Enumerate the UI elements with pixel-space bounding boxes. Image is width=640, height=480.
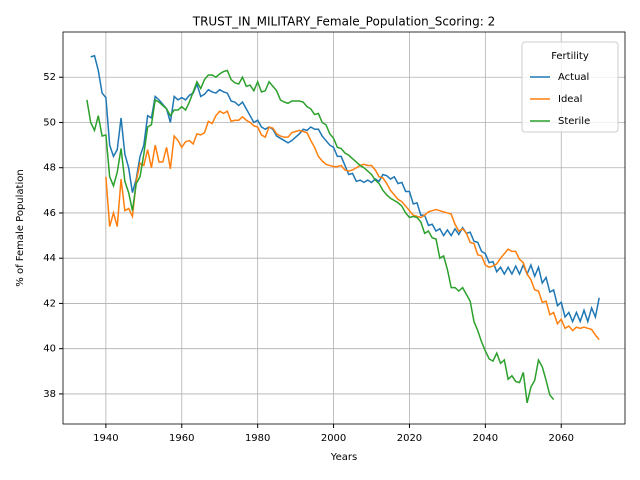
y-axis-label: % of Female Population xyxy=(15,169,26,286)
plot-frame xyxy=(62,31,626,425)
x-axis-label: Years xyxy=(330,452,357,463)
x-tick-label: 2060 xyxy=(549,433,574,444)
x-tick-label: 2020 xyxy=(397,433,422,444)
x-tick-label: 1960 xyxy=(169,433,194,444)
data-line xyxy=(86,69,555,404)
legend-box xyxy=(521,41,619,133)
y-tick-label: 40 xyxy=(43,344,56,355)
y-tick-label: 38 xyxy=(43,389,56,400)
x-tick-label: 1980 xyxy=(245,433,270,444)
x-tick-label: 1940 xyxy=(93,433,118,444)
chart-title: TRUST_IN_MILITARY_Female_Population_Scor… xyxy=(192,15,496,29)
legend-label: Actual xyxy=(558,72,589,83)
y-tick-label: 50 xyxy=(43,117,56,128)
y-tick-label: 52 xyxy=(43,72,56,83)
legend-label: Ideal xyxy=(558,94,582,105)
y-tick-label: 46 xyxy=(43,208,56,219)
y-tick-label: 48 xyxy=(43,163,56,174)
x-tick-label: 2000 xyxy=(321,433,346,444)
y-tick-label: 42 xyxy=(43,298,56,309)
legend-title: Fertility xyxy=(551,51,589,62)
data-line xyxy=(90,54,600,325)
y-tick-label: 44 xyxy=(43,253,56,264)
legend-label: Sterile xyxy=(558,116,590,127)
data-line xyxy=(105,110,600,341)
x-tick-label: 2040 xyxy=(473,433,498,444)
